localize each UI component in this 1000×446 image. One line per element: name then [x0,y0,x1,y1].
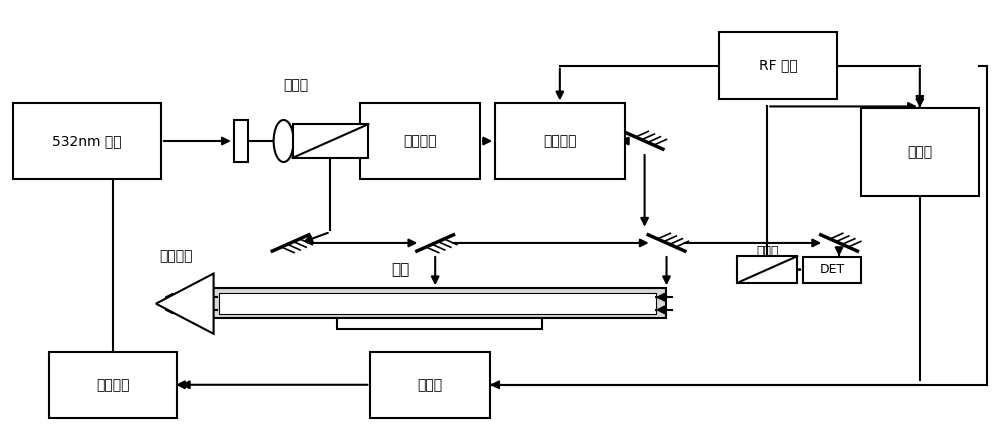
FancyBboxPatch shape [13,103,161,179]
Text: 混频器: 混频器 [418,378,443,392]
Ellipse shape [274,120,294,162]
FancyBboxPatch shape [803,257,861,283]
Text: 532nm 激光: 532nm 激光 [52,134,122,148]
FancyBboxPatch shape [49,351,177,418]
Polygon shape [156,273,214,334]
Text: 鉴频器: 鉴频器 [907,145,932,159]
Text: 电光调制: 电光调制 [543,134,577,148]
Text: 分束器: 分束器 [283,78,308,93]
Text: 伺服控制: 伺服控制 [96,378,130,392]
FancyBboxPatch shape [370,351,490,418]
FancyBboxPatch shape [360,103,480,179]
FancyBboxPatch shape [337,318,542,330]
Text: 声光调制: 声光调制 [403,134,437,148]
FancyBboxPatch shape [719,33,837,99]
FancyBboxPatch shape [861,108,979,196]
Bar [293,124,368,158]
FancyBboxPatch shape [209,288,666,318]
Text: DET: DET [819,264,845,277]
Bar [737,256,797,283]
FancyBboxPatch shape [495,103,625,179]
FancyBboxPatch shape [219,293,656,314]
Bar [234,120,248,162]
Text: 反射棱镜: 反射棱镜 [160,249,193,263]
Text: 分束器: 分束器 [756,245,779,258]
Text: 碘室: 碘室 [392,262,410,277]
Text: RF 驱动: RF 驱动 [759,59,798,73]
